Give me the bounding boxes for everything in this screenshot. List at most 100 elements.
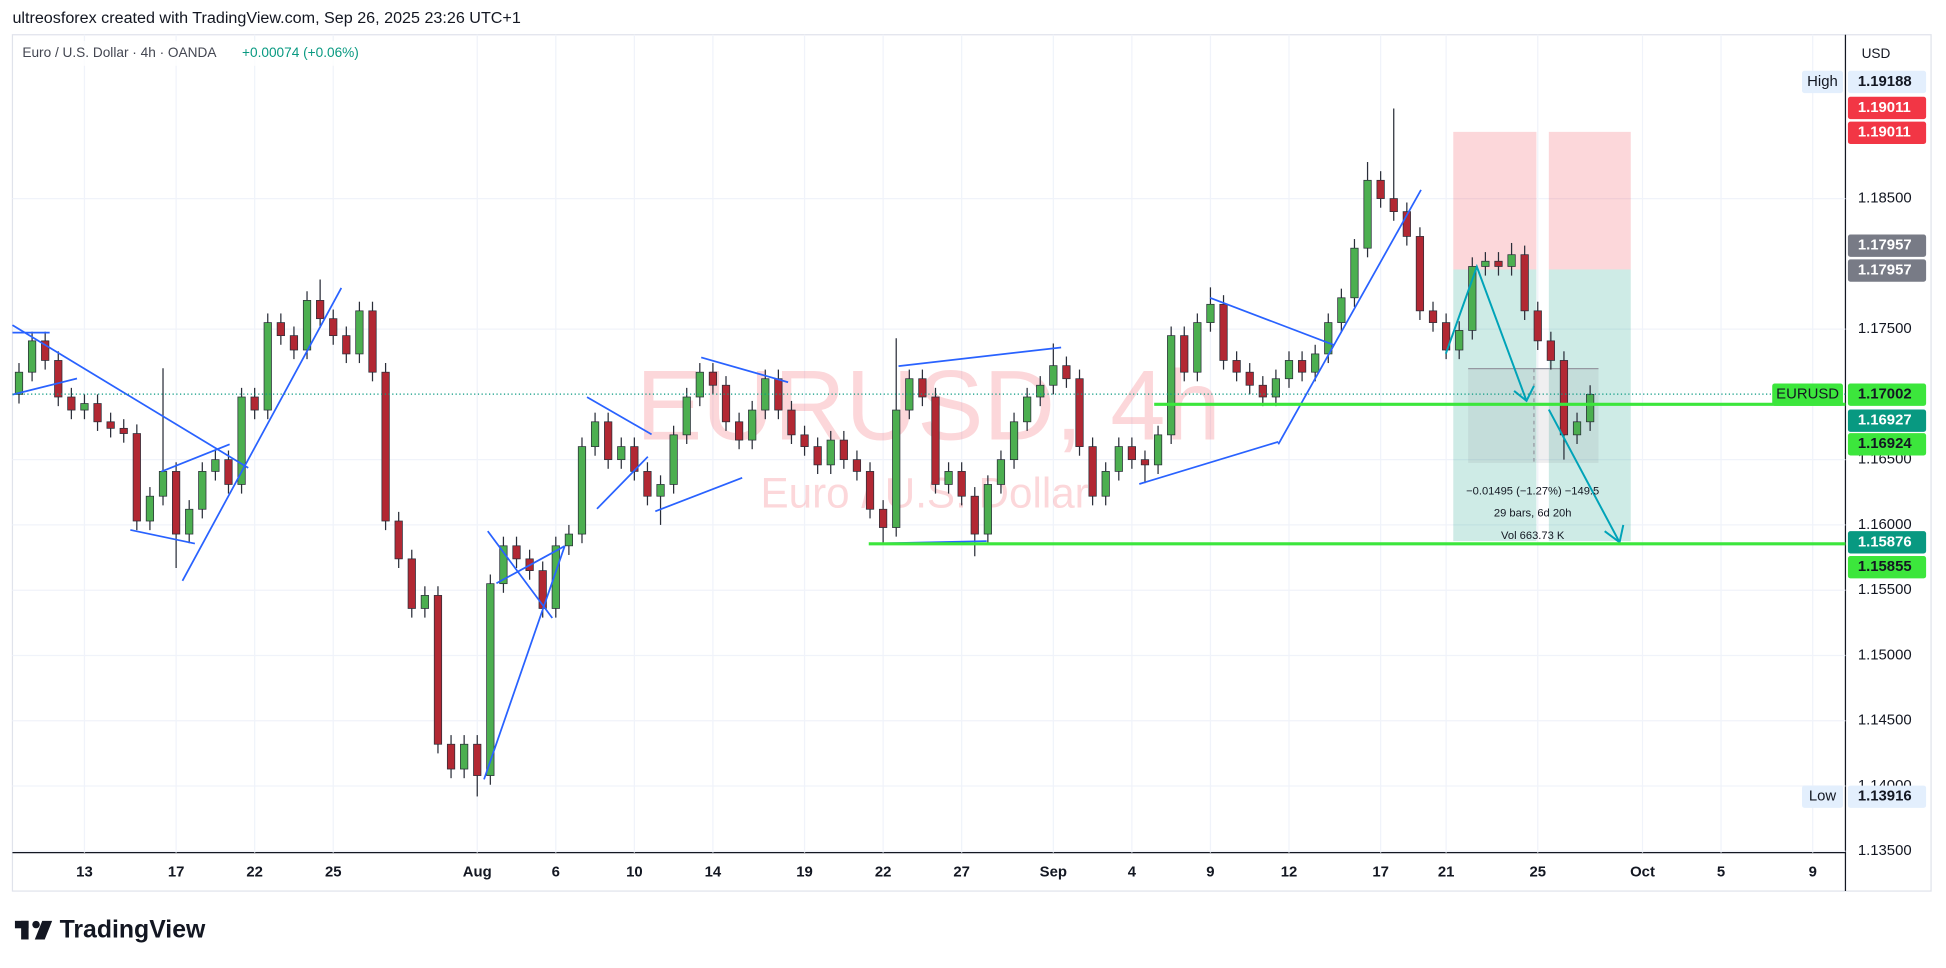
measure-text: −0.01495 (−1.27%) −149.5 [1466, 485, 1599, 497]
candle-body [185, 508, 194, 535]
candle-body [1546, 340, 1555, 361]
candle-body [643, 471, 652, 497]
trend-line [596, 456, 649, 510]
candle-body [407, 558, 416, 609]
price-label: 1.19188 [1858, 74, 1912, 90]
candle-body [839, 439, 848, 461]
x-tick-label: 14 [705, 864, 722, 880]
candle-body [368, 310, 377, 373]
price-change: +0.00074 (+0.06%) [242, 45, 359, 60]
candle-body [14, 371, 24, 395]
candle-body [302, 300, 312, 351]
x-tick-label: 19 [796, 864, 813, 880]
candle-body [787, 409, 796, 436]
candle-body [918, 378, 927, 398]
x-tick-label: Aug [463, 864, 492, 880]
candle-body [1297, 360, 1307, 373]
candle-body [944, 471, 953, 485]
candle-body [1389, 198, 1398, 213]
candle-body [1455, 330, 1464, 351]
candle-body [879, 508, 888, 528]
price-tag: High [1807, 74, 1838, 90]
candle-body [1271, 378, 1280, 398]
x-tick-label: 9 [1809, 864, 1817, 880]
measure-text: Vol 663.73 K [1501, 530, 1565, 542]
measure-text: 29 bars, 6d 20h [1494, 508, 1572, 520]
price-tag: Low [1809, 789, 1837, 805]
candle-body [892, 409, 901, 528]
candle-body [289, 335, 299, 351]
candle-body [54, 360, 63, 398]
candle-body [1350, 247, 1359, 299]
x-tick-label: 25 [1529, 864, 1546, 880]
candle-body [381, 371, 390, 522]
candle-body [695, 371, 704, 398]
candle-body [1468, 266, 1477, 331]
price-label-bg [1847, 383, 1927, 406]
trend-line [1209, 297, 1335, 346]
price-tag: EURUSD [1776, 387, 1839, 403]
candle-body [342, 335, 351, 355]
candle-body [512, 545, 521, 560]
price-label-bg [1847, 409, 1927, 432]
price-label: 1.16927 [1858, 413, 1912, 429]
price-label: 1.17957 [1858, 238, 1912, 254]
candle-body [669, 434, 678, 485]
candle-body [970, 495, 979, 535]
price-label: 1.17957 [1858, 262, 1912, 278]
candle-body [1127, 446, 1136, 461]
legend-bg [14, 40, 375, 66]
y-tick-label: 1.14500 [1858, 713, 1912, 729]
candle-body [656, 484, 665, 497]
currency: USD [1862, 46, 1891, 61]
candle-body [446, 743, 456, 770]
candle-body [27, 340, 37, 373]
candle-body [905, 378, 914, 411]
candle-body [1075, 378, 1084, 447]
price-label: 1.15855 [1858, 559, 1912, 575]
price-label: 1.17002 [1858, 387, 1912, 403]
candle-body [1088, 446, 1097, 497]
trend-line [1139, 440, 1279, 485]
candle-body [1481, 260, 1490, 267]
candle-body [1363, 179, 1372, 249]
logo-shape [21, 920, 29, 940]
candle-body [1494, 260, 1503, 267]
candle-body [145, 495, 155, 522]
candle-body [276, 322, 285, 337]
trend-line [586, 396, 653, 436]
trend-line [181, 287, 343, 582]
candle-body [355, 310, 364, 355]
candle-body [106, 421, 115, 429]
forecast-arrows [1444, 263, 1625, 545]
trend-lines [11, 189, 1422, 780]
y-tick-label: 1.16500 [1858, 452, 1912, 468]
candle-body [1402, 211, 1411, 237]
candle-body [983, 484, 992, 535]
x-tick-label: 22 [875, 864, 892, 880]
price-label-bg [1847, 259, 1927, 282]
price-tag-bg [1772, 383, 1843, 406]
candles [14, 108, 1595, 797]
price-label-bg [1847, 433, 1927, 456]
candle-body [604, 421, 613, 461]
candle-body [1533, 310, 1542, 342]
arrow-path [1444, 263, 1528, 402]
trend-line [12, 377, 78, 396]
price-label: 1.19011 [1858, 125, 1911, 141]
candle-body [1415, 236, 1425, 312]
candle-body [1572, 421, 1582, 436]
price-label-bg [1847, 96, 1927, 120]
y-tick-label: 1.16000 [1858, 517, 1912, 533]
price-label: 1.13916 [1858, 789, 1912, 805]
trend-line [1277, 189, 1422, 445]
candle-body [460, 743, 469, 770]
candle-body [1337, 297, 1346, 323]
candle-body [1036, 384, 1045, 398]
candle-body [996, 459, 1006, 485]
candle-body [564, 533, 573, 547]
price-label: 1.15876 [1858, 534, 1912, 550]
x-tick-label: 21 [1438, 864, 1455, 880]
trend-line [487, 530, 553, 619]
